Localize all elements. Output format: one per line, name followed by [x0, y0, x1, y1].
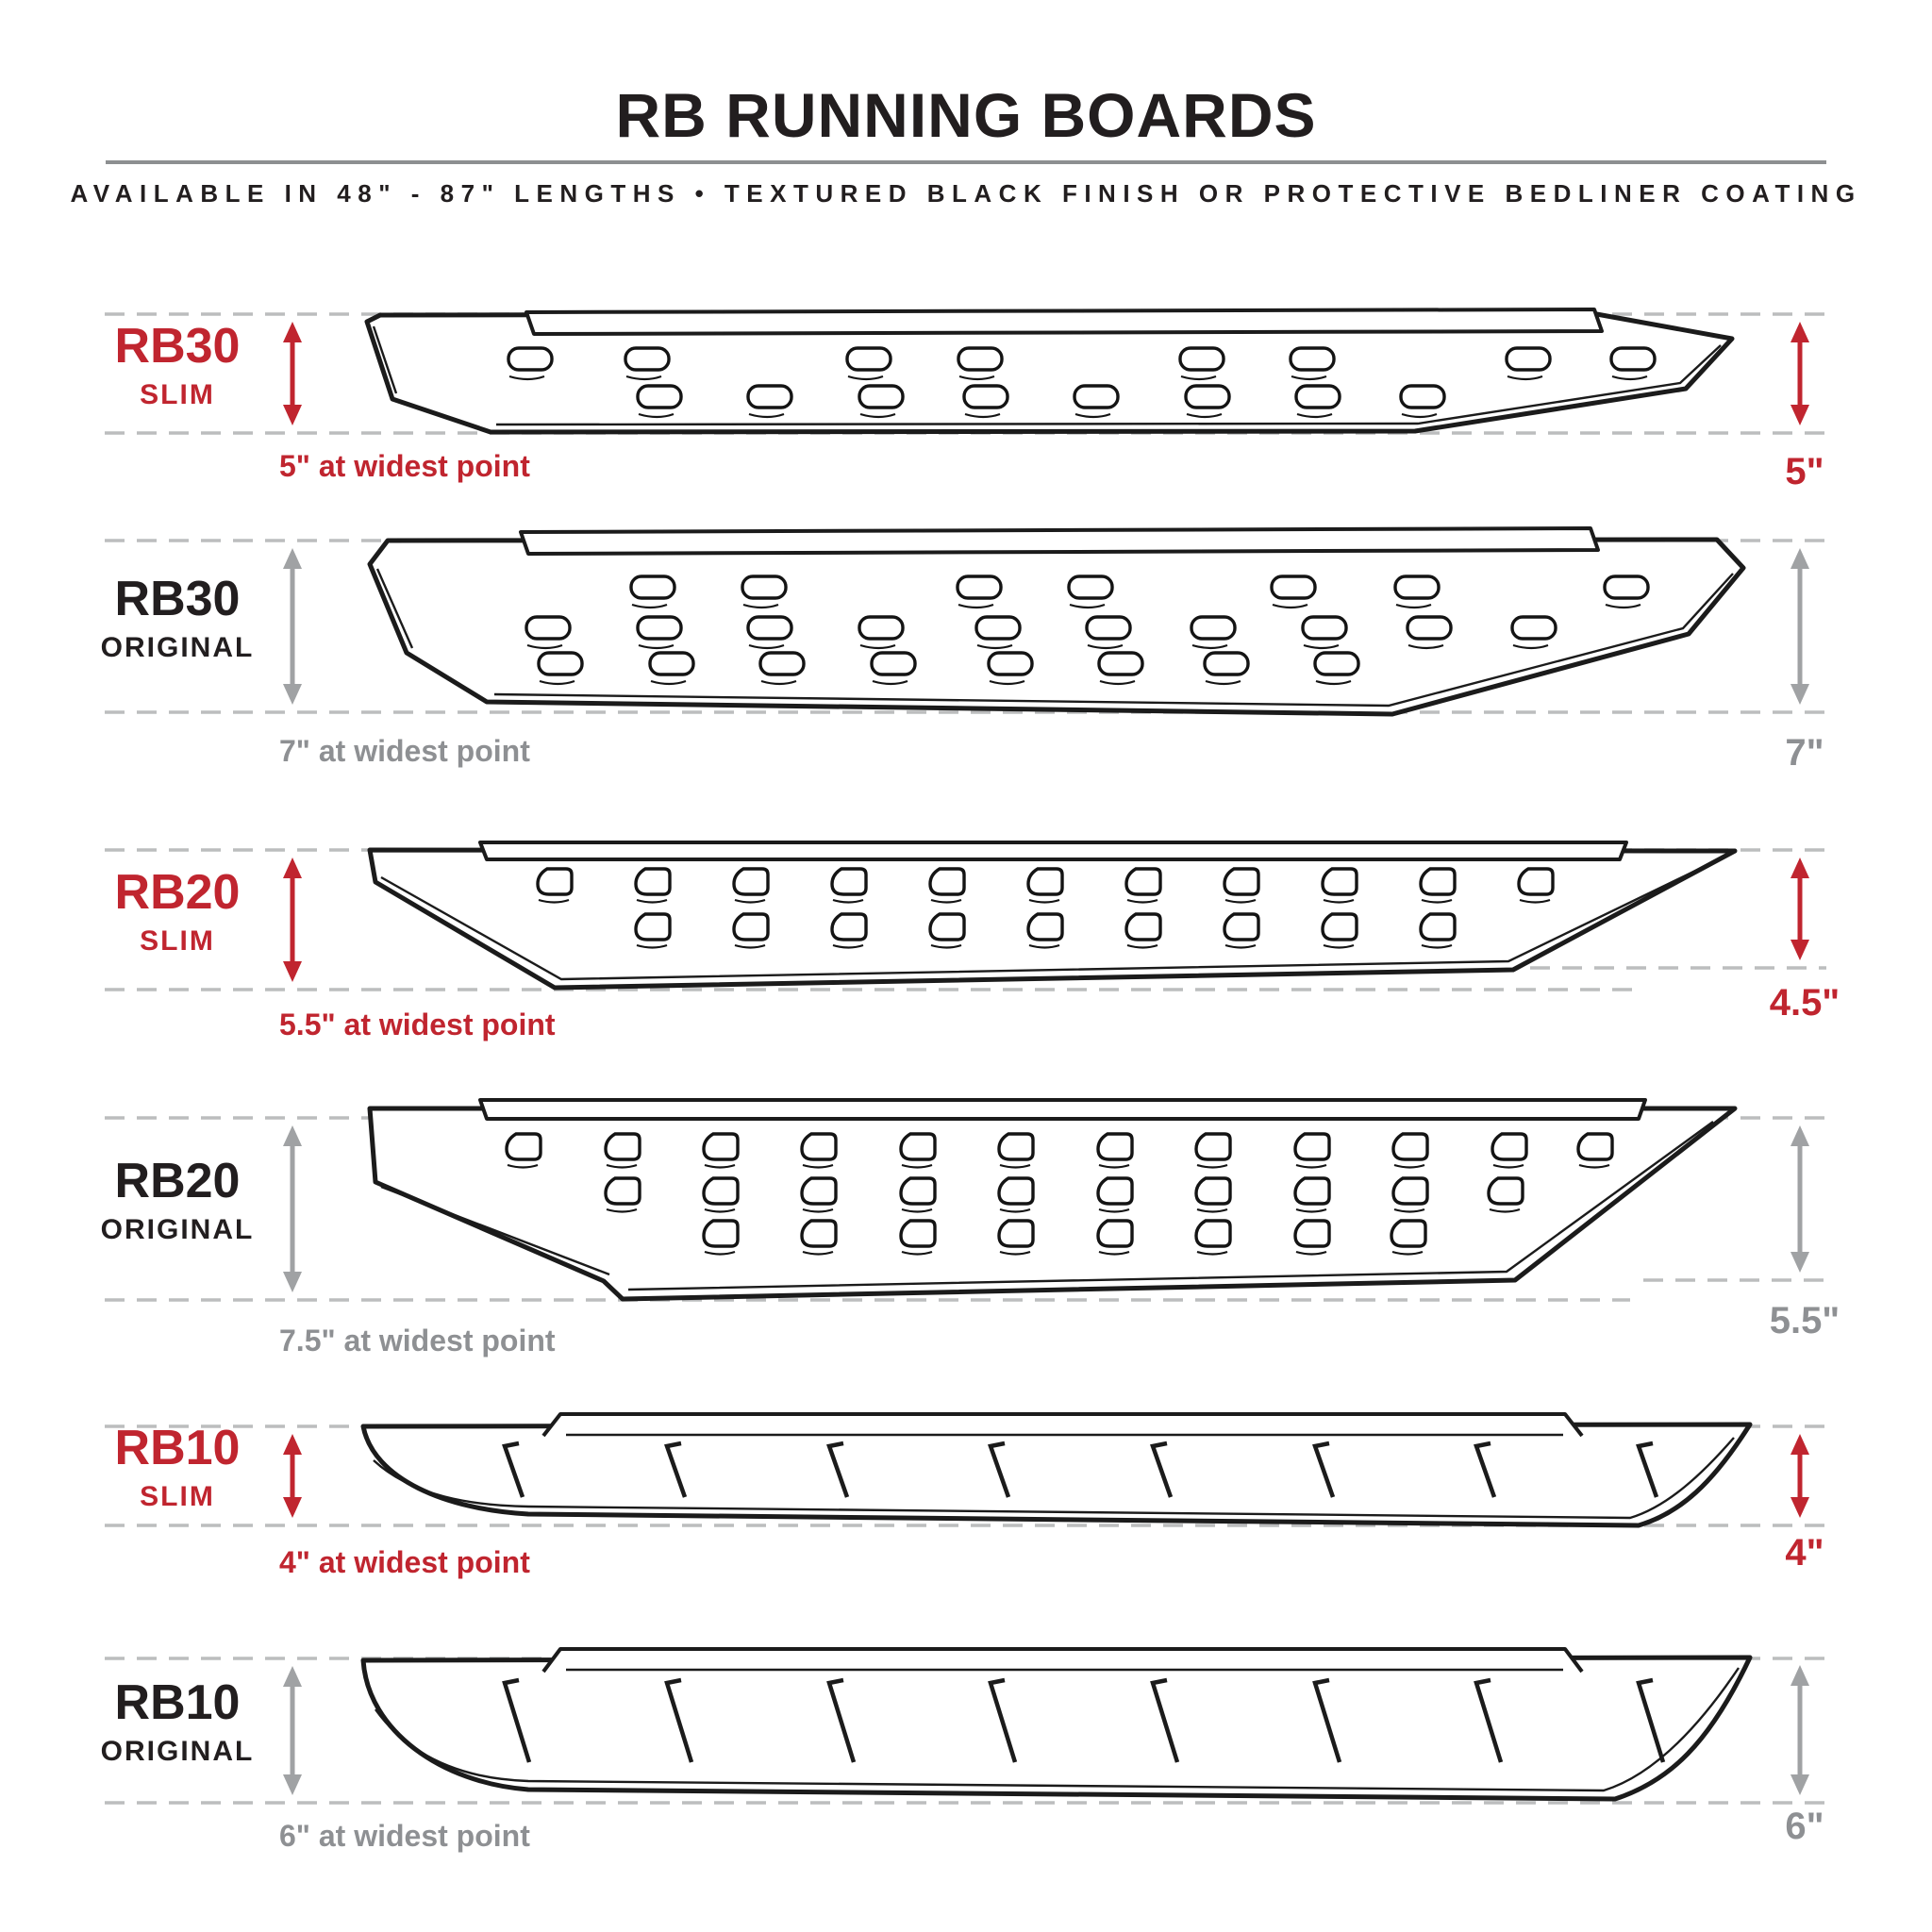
rb30-original-board-illustration: [367, 526, 1746, 717]
width-note-rb20-slim: 5.5" at widest point: [279, 1008, 556, 1041]
width-note-rb10-original: 6" at widest point: [279, 1819, 530, 1853]
rb10-slim-board-illustration: [360, 1412, 1753, 1528]
height-note-rb20-original: 5.5": [1769, 1300, 1840, 1341]
width-note-rb10-slim: 4" at widest point: [279, 1545, 530, 1579]
model-label-rb30-original: RB30: [114, 572, 241, 626]
page-subtitle: AVAILABLE IN 48" - 87" LENGTHS • TEXTURE…: [70, 179, 1862, 208]
page-title: RB RUNNING BOARDS: [615, 80, 1317, 150]
height-note-rb30-original: 7": [1785, 732, 1824, 774]
height-note-rb10-original: 6": [1785, 1806, 1824, 1847]
width-note-rb30-original: 7" at widest point: [279, 734, 530, 768]
height-note-rb10-slim: 4": [1785, 1532, 1824, 1574]
model-label-rb10-slim: RB10: [114, 1421, 241, 1475]
model-label-rb30-slim: RB30: [114, 319, 241, 374]
variant-label-rb10-slim: SLIM: [140, 1481, 215, 1512]
rb20-slim-board-illustration: [367, 841, 1738, 991]
rb20-original-board-illustration: [367, 1098, 1738, 1302]
variant-label-rb20-original: ORIGINAL: [100, 1214, 255, 1245]
height-note-rb30-slim: 5": [1785, 451, 1824, 492]
width-note-rb20-original: 7.5" at widest point: [279, 1324, 556, 1357]
height-note-rb20-slim: 4.5": [1769, 982, 1840, 1024]
model-label-rb10-original: RB10: [114, 1675, 241, 1730]
variant-label-rb30-original: ORIGINAL: [100, 632, 255, 663]
model-label-rb20-slim: RB20: [114, 865, 241, 920]
width-note-rb30-slim: 5" at widest point: [279, 449, 530, 483]
rb30-slim-board-illustration: [364, 308, 1735, 435]
dimension-arrows: [283, 322, 1809, 1795]
title-separator: [106, 160, 1826, 164]
rb10-original-board-illustration: [360, 1647, 1753, 1802]
dimension-dashed-lines: [105, 312, 1826, 1805]
variant-label-rb10-original: ORIGINAL: [100, 1736, 255, 1767]
model-label-rb20-original: RB20: [114, 1154, 241, 1208]
variant-label-rb30-slim: SLIM: [140, 379, 215, 410]
variant-label-rb20-slim: SLIM: [140, 925, 215, 957]
